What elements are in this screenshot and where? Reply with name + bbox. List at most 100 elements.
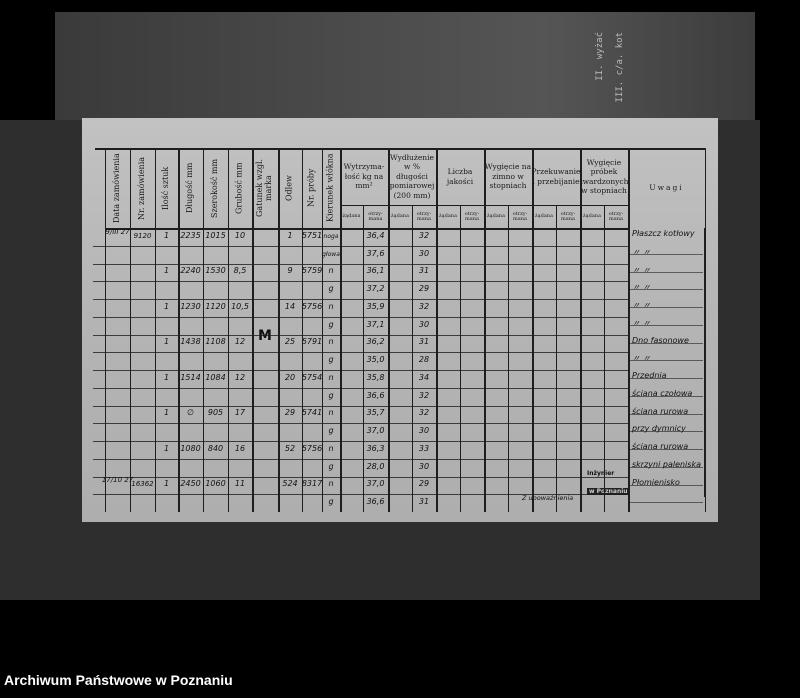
cell-length bbox=[178, 346, 203, 364]
cell-cast: 20 bbox=[284, 372, 296, 382]
cell-date bbox=[105, 307, 130, 325]
subheader-obtained: otrzy-mana bbox=[512, 210, 528, 222]
remarks-rule bbox=[628, 289, 703, 291]
cell-strength: 35,0 bbox=[366, 355, 385, 364]
cell-cast: 524 bbox=[282, 479, 298, 489]
row-rule bbox=[93, 281, 628, 283]
cell-length bbox=[178, 417, 203, 435]
backing-page-strip: II. wyżać III. c/a. kot bbox=[55, 12, 755, 120]
cell-elong: 33 bbox=[418, 443, 430, 453]
cell-qty bbox=[155, 240, 178, 258]
cell-sample bbox=[302, 453, 322, 471]
cell-date bbox=[105, 236, 130, 254]
column-rule bbox=[604, 205, 605, 512]
cell-order_no bbox=[130, 311, 155, 329]
cell-elong: 30 bbox=[418, 461, 430, 471]
cell-dir: n bbox=[328, 372, 334, 382]
row-rule bbox=[93, 405, 628, 407]
cell-date bbox=[105, 396, 130, 414]
cell-dir: g bbox=[328, 319, 334, 329]
cell-elong: 30 bbox=[418, 426, 430, 435]
cell-length: ∅ bbox=[187, 408, 194, 418]
cell-strength: 28,0 bbox=[366, 461, 385, 471]
cell-elong: 31 bbox=[418, 497, 430, 506]
cell-dir: g bbox=[328, 355, 334, 364]
cell-dir: g bbox=[328, 426, 334, 435]
cell-strength: 36,6 bbox=[366, 390, 385, 400]
cell-thickness bbox=[228, 240, 252, 258]
cell-cast: 52 bbox=[284, 443, 296, 453]
cell-strength: 36,4 bbox=[366, 230, 385, 240]
column-rule bbox=[436, 148, 438, 512]
cell-width: 905 bbox=[207, 408, 224, 418]
cell-remark: przy dymnicy bbox=[632, 424, 686, 434]
cell-thickness bbox=[228, 453, 252, 471]
cell-thickness bbox=[228, 488, 252, 506]
cell-strength: 35,7 bbox=[366, 408, 385, 418]
cell-length: 2235 bbox=[180, 230, 201, 240]
column-rule bbox=[322, 148, 323, 512]
column-rule bbox=[508, 205, 509, 512]
cell-qty: 1 bbox=[163, 408, 170, 418]
header-order-no: Nr. zamówienia bbox=[137, 156, 147, 220]
cell-remark: 〃 〃 bbox=[632, 283, 651, 293]
cell-dir: g bbox=[328, 390, 334, 400]
cell-strength: 37,1 bbox=[366, 319, 385, 329]
column-rule bbox=[340, 148, 342, 512]
cell-qty: 1 bbox=[163, 372, 170, 382]
cell-strength: 36,2 bbox=[366, 337, 385, 347]
cell-length bbox=[178, 311, 203, 329]
cell-strength: 37,0 bbox=[366, 426, 385, 435]
remarks-rule bbox=[628, 378, 703, 379]
header-remarks: Uwagi bbox=[649, 183, 684, 193]
cell-thickness: 12 bbox=[234, 372, 246, 382]
cell-thickness bbox=[228, 382, 252, 400]
cell-qty: 1 bbox=[163, 337, 170, 347]
cell-qty: 1 bbox=[163, 230, 170, 240]
cell-sample: 8317 bbox=[301, 479, 323, 489]
cell-qty bbox=[155, 275, 178, 293]
cell-strength: 36,6 bbox=[366, 497, 385, 506]
cell-qty bbox=[155, 488, 178, 506]
header-tensile-strength: Wytrzyma-łość kg na mm² bbox=[343, 162, 385, 191]
column-rule bbox=[130, 148, 131, 512]
remarks-rule bbox=[628, 324, 703, 326]
cell-width bbox=[203, 275, 228, 293]
column-rule bbox=[363, 205, 364, 512]
cell-order_no bbox=[130, 275, 155, 293]
subheader-obtained: otrzy-mana bbox=[368, 210, 383, 222]
cell-remark: ściana rurowa bbox=[632, 406, 689, 416]
cell-remark: ściana rurowa bbox=[632, 442, 689, 451]
header-cast: Odlew bbox=[284, 175, 294, 201]
row-rule bbox=[93, 352, 628, 354]
cell-thickness: 8,5 bbox=[233, 266, 247, 276]
column-rule bbox=[388, 148, 390, 512]
cell-date bbox=[105, 325, 130, 343]
cell-thickness bbox=[228, 275, 252, 293]
header-width: Szerokość mm bbox=[210, 158, 220, 218]
cell-date bbox=[105, 342, 130, 360]
cell-width bbox=[203, 240, 228, 258]
cell-dir: g bbox=[328, 461, 334, 471]
header-order-date: Data zamówienia bbox=[112, 153, 122, 223]
remarks-bracket bbox=[704, 228, 706, 497]
cell-elong: 28 bbox=[418, 355, 430, 364]
cell-width bbox=[203, 488, 228, 506]
column-rule bbox=[155, 148, 156, 512]
column-rule bbox=[203, 148, 204, 512]
cell-cast bbox=[278, 240, 302, 258]
header-fiber-direction: Kierunek włókna bbox=[325, 153, 335, 223]
column-rule bbox=[532, 148, 534, 512]
cell-thickness bbox=[228, 311, 252, 329]
cell-cast: 25 bbox=[284, 337, 296, 347]
cell-sample bbox=[302, 275, 322, 293]
header-hardened-bend: Wygięcie próbek twardzonych w stopniach bbox=[579, 157, 629, 195]
cell-sample: 5756 bbox=[301, 301, 323, 311]
cell-remark: Płaszcz kotłowy bbox=[632, 229, 695, 238]
cell-cast: 14 bbox=[284, 301, 296, 311]
column-rule bbox=[556, 205, 557, 512]
header-length: Długość mm bbox=[185, 162, 195, 214]
cell-qty bbox=[155, 417, 178, 435]
cell-width: 1084 bbox=[205, 372, 226, 382]
cell-elong: 31 bbox=[418, 337, 430, 347]
